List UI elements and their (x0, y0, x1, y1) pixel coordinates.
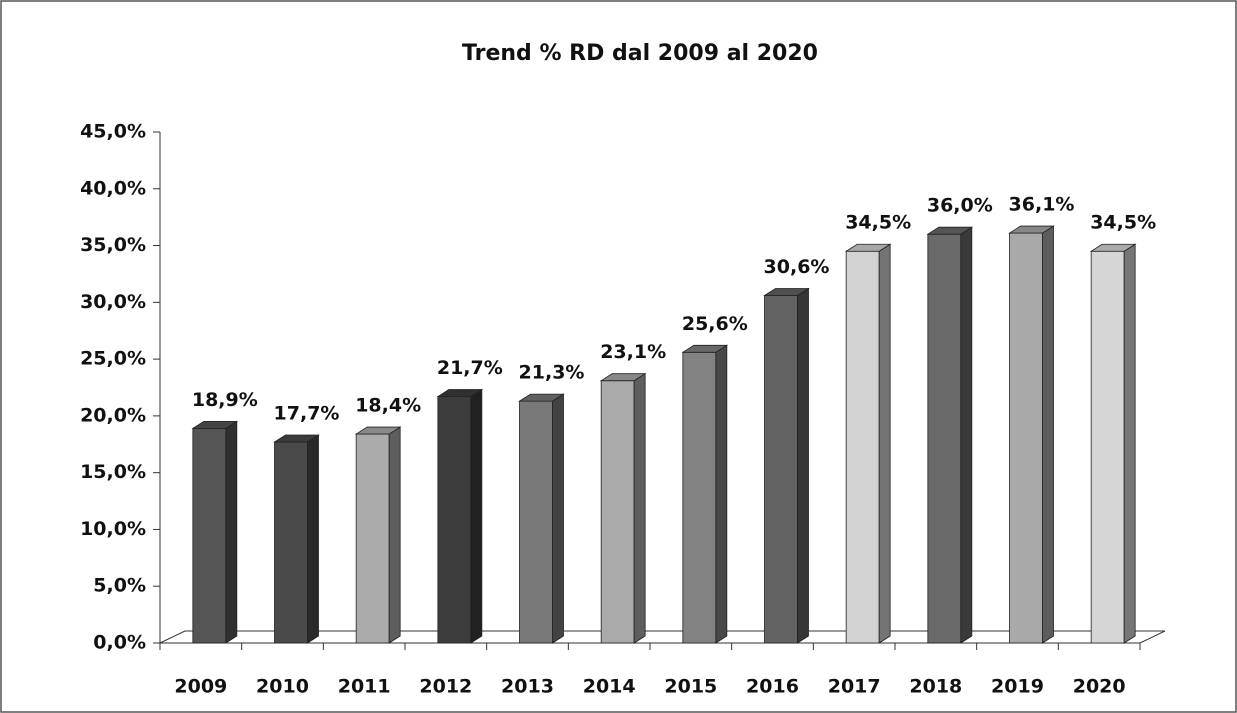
value-label: 18,4% (355, 395, 421, 417)
bar (845, 250, 880, 644)
y-tick-label: 10,0% (80, 518, 146, 540)
bar-side (633, 372, 646, 644)
bar-top (191, 420, 239, 429)
bar-side (225, 420, 238, 644)
bar (682, 351, 717, 644)
bar-top (354, 426, 402, 435)
bar-top (1008, 225, 1055, 234)
bar-top (273, 434, 320, 443)
bar-side (878, 243, 891, 644)
value-label: 34,5% (845, 212, 911, 234)
bar-side (960, 226, 973, 644)
bar (600, 380, 635, 644)
y-tick-label: 45,0% (80, 121, 146, 143)
bar-top (926, 226, 974, 235)
bar-side (715, 344, 728, 644)
bar-side (470, 388, 483, 644)
bar-side (388, 426, 401, 644)
value-label: 21,3% (519, 362, 585, 384)
bar-top (844, 243, 892, 252)
x-tick-label: 2013 (501, 676, 554, 698)
x-tick-label: 2009 (174, 676, 227, 698)
y-tick-label: 20,0% (80, 404, 146, 426)
value-label: 25,6% (682, 313, 748, 335)
value-label: 30,6% (764, 256, 830, 278)
value-label: 36,1% (1009, 194, 1075, 216)
bar-top (681, 344, 729, 353)
y-tick-label: 0,0% (93, 632, 146, 654)
bar (274, 441, 308, 644)
bar-top (599, 373, 647, 382)
value-label: 17,7% (274, 403, 340, 425)
value-label: 18,9% (192, 389, 258, 411)
chart-title: Trend % RD dal 2009 al 2020 (462, 41, 818, 66)
bar-top (763, 288, 810, 296)
bar (927, 233, 962, 644)
bar (192, 427, 227, 644)
y-tick-label: 15,0% (80, 461, 146, 483)
x-tick-label: 2010 (256, 676, 309, 698)
y-tick-label: 5,0% (93, 575, 146, 597)
y-tick-label: 40,0% (80, 177, 146, 199)
bar-top (1089, 243, 1137, 252)
y-tick-label: 35,0% (80, 234, 146, 256)
bar (355, 433, 390, 644)
y-tick-label: 30,0% (80, 291, 146, 313)
value-label: 36,0% (927, 195, 993, 217)
bar-side (307, 434, 319, 644)
bar (764, 295, 798, 644)
x-tick-label: 2012 (419, 676, 472, 698)
value-label: 34,5% (1090, 212, 1156, 234)
x-tick-label: 2017 (828, 676, 881, 698)
value-label: 21,7% (437, 357, 503, 379)
x-tick-label: 2018 (909, 676, 962, 698)
bar-side (797, 287, 809, 644)
bar-side (552, 393, 564, 644)
y-tick-label: 25,0% (80, 348, 146, 370)
bar (1090, 250, 1125, 644)
value-label: 23,1% (600, 341, 666, 363)
x-tick-label: 2020 (1073, 676, 1126, 698)
x-tick-label: 2014 (583, 676, 636, 698)
x-tick-label: 2015 (664, 676, 717, 698)
bar-side (1123, 243, 1136, 644)
bar (437, 396, 472, 644)
x-tick-label: 2016 (746, 676, 799, 698)
bar (519, 400, 553, 644)
bar-top (436, 389, 484, 397)
bar (1009, 232, 1043, 644)
x-tick-label: 2019 (991, 676, 1044, 698)
x-tick-label: 2011 (338, 676, 391, 698)
bar-side (1042, 225, 1054, 644)
bar-top (518, 393, 565, 402)
